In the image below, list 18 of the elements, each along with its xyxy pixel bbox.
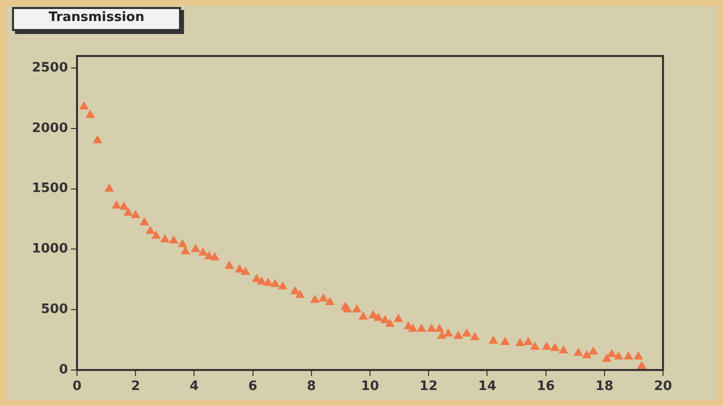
chart-title: Transmission (12, 7, 181, 31)
x-tick-label: 20 (654, 379, 672, 394)
x-tick-label: 0 (72, 379, 82, 394)
x-tick-label: 4 (190, 379, 199, 394)
x-tick-label: 16 (536, 379, 555, 394)
x-tick-label: 10 (360, 379, 380, 394)
x-tick-label: 6 (248, 379, 258, 394)
y-tick-label: 2500 (32, 60, 68, 76)
y-tick-label: 1500 (32, 181, 68, 196)
x-tick-label: 14 (478, 379, 496, 394)
x-tick-label: 12 (420, 379, 438, 394)
x-tick-label: 18 (595, 379, 614, 394)
y-tick-label: 1000 (32, 242, 68, 257)
x-tick-label: 2 (131, 379, 140, 394)
x-tick-label: 8 (306, 379, 316, 394)
y-tick-label: 0 (58, 362, 68, 378)
y-tick-label: 500 (40, 302, 68, 317)
y-tick-label: 2000 (32, 120, 68, 136)
